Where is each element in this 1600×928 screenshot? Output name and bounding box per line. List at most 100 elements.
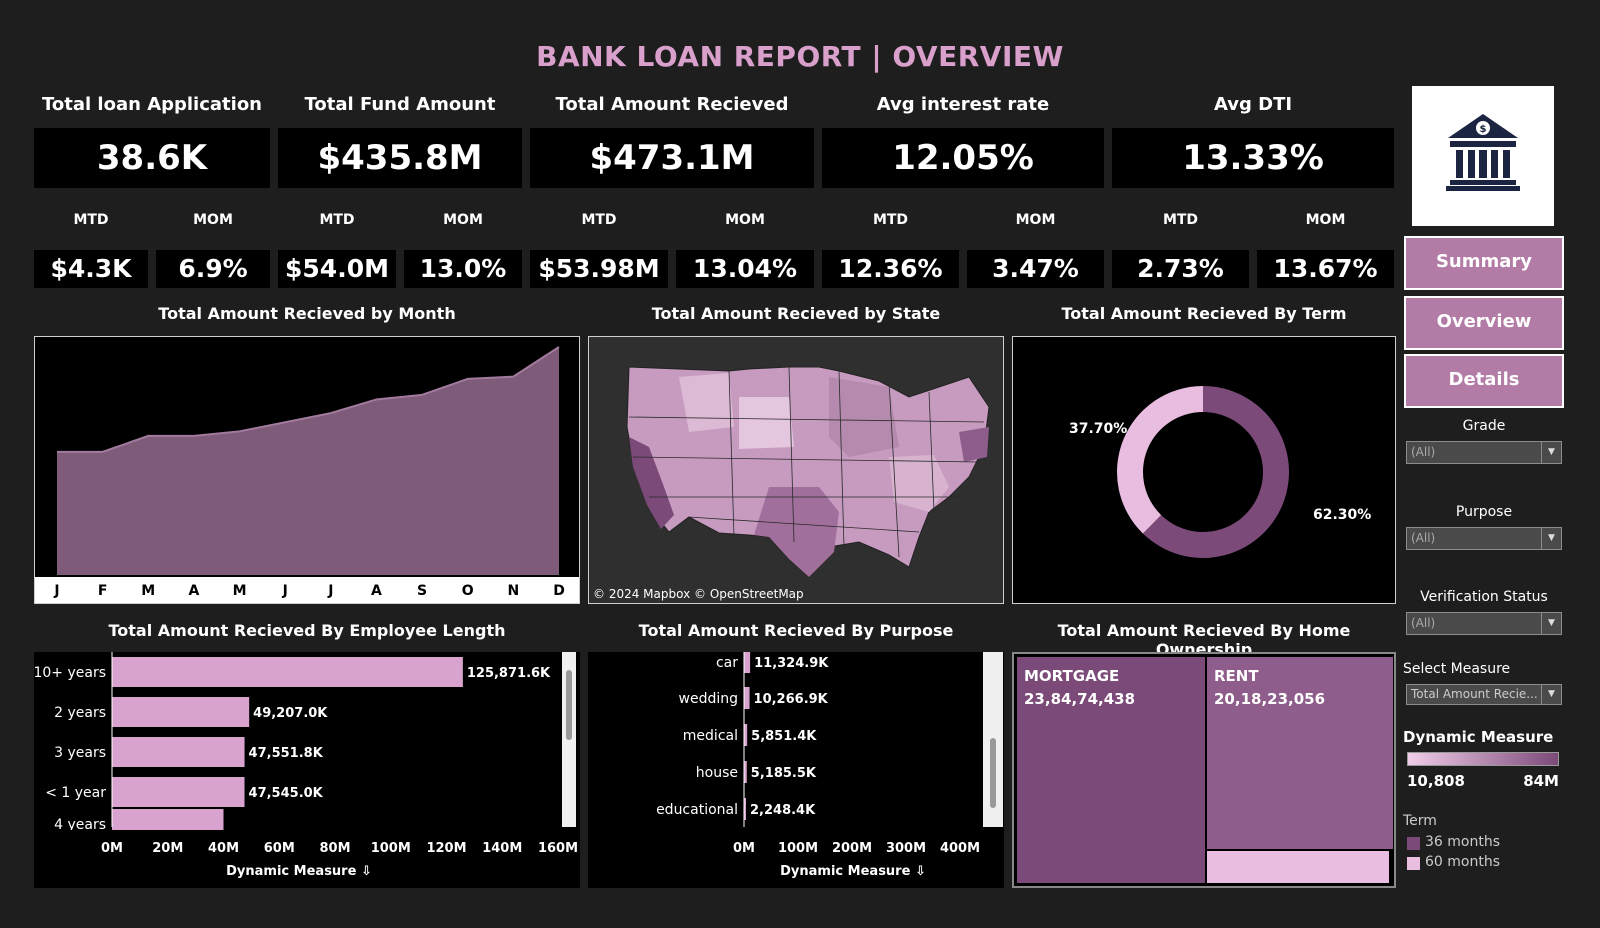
purpose-bar-chart: car 11,324.9K wedding 10,266.9K medical 5,851… xyxy=(588,652,983,888)
bar-tick-label: 100M xyxy=(778,841,818,856)
term-36-swatch xyxy=(1407,837,1420,850)
month-tick-label: S xyxy=(417,583,427,599)
map-credit: © 2024 Mapbox © OpenStreetMap xyxy=(593,587,804,601)
emp-axis-title: Dynamic Measure ⇩ xyxy=(34,864,564,879)
bar-value-label: 5,185.5K xyxy=(751,766,817,781)
kpi-label: Avg interest rate xyxy=(876,94,1050,115)
kpi-mtd-label: MTD xyxy=(872,212,909,228)
bar-value-label: 2,248.4K xyxy=(750,803,816,818)
bar-tick-label: 120M xyxy=(426,841,466,856)
bar-category-label: house xyxy=(696,765,738,781)
bar[interactable] xyxy=(744,687,750,709)
bar-tick-label: 200M xyxy=(832,841,872,856)
kpi-mom-value: 13.67% xyxy=(1257,250,1394,288)
emp-scrollbar[interactable] xyxy=(562,652,576,827)
bar-value-label: 47,551.8K xyxy=(249,746,324,761)
term-60-label: 60 months xyxy=(1425,854,1500,870)
kpi-mom-value: 6.9% xyxy=(156,250,270,288)
legend-min-value: 10,808 xyxy=(1407,772,1465,790)
month-tick-label: J xyxy=(327,583,333,599)
purpose-filter-label: Purpose xyxy=(1455,504,1513,520)
home-chart-panel: MORTGAGE 23,84,74,438 RENT 20,18,23,056 xyxy=(1012,652,1396,888)
bar-category-label: wedding xyxy=(679,691,739,707)
month-axis-band xyxy=(35,577,579,603)
bar-category-label: 4 years xyxy=(54,817,106,833)
bar[interactable] xyxy=(744,761,747,783)
chevron-down-icon[interactable]: ▼ xyxy=(1541,442,1561,463)
bar[interactable] xyxy=(744,652,751,673)
bar-value-label: 5,851.4K xyxy=(751,729,817,744)
bar-axis-bg xyxy=(34,830,562,888)
donut-label: 62.30% xyxy=(1313,507,1371,523)
purpose-scrollbar[interactable] xyxy=(983,652,1003,827)
kpi-mom-label: MOM xyxy=(1305,212,1346,228)
rent-label: RENT xyxy=(1214,667,1259,685)
dynamic-measure-gradient xyxy=(1407,752,1559,766)
kpi-value: 12.05% xyxy=(822,128,1104,188)
kpi-mtd-label: MTD xyxy=(319,212,355,228)
bar-value-label: 125,871.6K xyxy=(467,666,551,681)
month-tick-label: A xyxy=(188,583,199,599)
month-line xyxy=(57,346,560,453)
mortgage-value: 23,84,74,438 xyxy=(1024,690,1136,708)
kpi-mom-label: MOM xyxy=(1015,212,1056,228)
donut-slice[interactable] xyxy=(1117,386,1203,534)
term-60-swatch xyxy=(1407,857,1420,870)
treemap-rent[interactable]: RENT 20,18,23,056 xyxy=(1207,657,1393,849)
overview-button[interactable]: Overview xyxy=(1404,296,1564,350)
bar[interactable] xyxy=(112,737,245,767)
sort-icon[interactable]: ⇩ xyxy=(914,864,926,879)
purpose-axis-title: Dynamic Measure ⇩ xyxy=(718,864,988,879)
bar[interactable] xyxy=(744,724,748,746)
purpose-scrollbar-thumb[interactable] xyxy=(990,738,996,808)
bar-category-label: car xyxy=(716,655,738,671)
bar-value-label: 47,545.0K xyxy=(249,786,324,801)
mortgage-label: MORTGAGE xyxy=(1024,667,1120,685)
treemap-other[interactable] xyxy=(1207,851,1389,883)
kpi-value: $473.1M xyxy=(530,128,814,188)
bar[interactable] xyxy=(112,657,463,687)
month-tick-label: A xyxy=(371,583,382,599)
term-chart-title: Total Amount Recieved By Term xyxy=(1061,304,1347,323)
month-tick-label: M xyxy=(233,583,247,599)
chevron-down-icon[interactable]: ▼ xyxy=(1541,528,1561,549)
bar-value-label: 49,207.0K xyxy=(253,706,328,721)
measure-filter-label: Select Measure xyxy=(1403,661,1511,677)
donut-slice[interactable] xyxy=(1142,386,1289,558)
rent-value: 20,18,23,056 xyxy=(1214,690,1326,708)
kpi-mtd-label: MTD xyxy=(1162,212,1199,228)
month-area xyxy=(57,347,559,575)
purpose-filter-dropdown[interactable]: (All) ▼ xyxy=(1406,527,1562,550)
bar-category-label: 3 years xyxy=(54,745,106,761)
kpi-mtd-value: $4.3K xyxy=(34,250,148,288)
month-tick-label: D xyxy=(553,583,565,599)
bar-category-label: 10+ years xyxy=(34,665,106,681)
summary-button[interactable]: Summary xyxy=(1404,236,1564,290)
verification-filter-dropdown[interactable]: (All) ▼ xyxy=(1406,612,1562,635)
measure-filter-dropdown[interactable]: Total Amount Recie... ▼ xyxy=(1406,684,1562,705)
chevron-down-icon[interactable]: ▼ xyxy=(1541,685,1561,704)
bar-plot-bg xyxy=(588,652,983,830)
emp-scrollbar-thumb[interactable] xyxy=(566,670,572,740)
chevron-down-icon[interactable]: ▼ xyxy=(1541,613,1561,634)
purpose-chart-panel: car 11,324.9K wedding 10,266.9K medical 5,851… xyxy=(588,652,1004,888)
bar[interactable] xyxy=(112,697,250,727)
bar[interactable] xyxy=(112,777,245,807)
grade-filter-dropdown[interactable]: (All) ▼ xyxy=(1406,441,1562,464)
state-map-title: Total Amount Recieved by State xyxy=(651,304,941,323)
bar-tick-label: 100M xyxy=(371,841,411,856)
sort-icon[interactable]: ⇩ xyxy=(360,864,372,879)
state-map-panel: © 2024 Mapbox © OpenStreetMap xyxy=(588,336,1004,604)
measure-filter-value: Total Amount Recie... xyxy=(1411,687,1538,701)
term-chart-panel: 62.30% 37.70% xyxy=(1012,336,1396,604)
month-tick-label: M xyxy=(141,583,155,599)
treemap-mortgage[interactable]: MORTGAGE 23,84,74,438 xyxy=(1017,657,1205,883)
term-36-label: 36 months xyxy=(1425,834,1500,850)
details-button[interactable]: Details xyxy=(1404,354,1564,408)
us-map xyxy=(589,337,1003,603)
bar[interactable] xyxy=(744,798,746,820)
verification-filter-label: Verification Status xyxy=(1420,589,1548,605)
bar-tick-label: 0M xyxy=(101,841,123,856)
